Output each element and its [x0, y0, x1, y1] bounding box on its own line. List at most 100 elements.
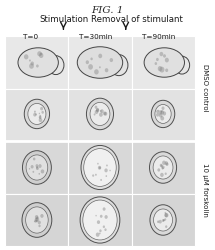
Circle shape	[100, 179, 102, 181]
Circle shape	[160, 164, 162, 167]
Circle shape	[36, 220, 38, 222]
Circle shape	[160, 110, 164, 114]
Circle shape	[166, 162, 169, 166]
Circle shape	[164, 212, 166, 214]
Circle shape	[163, 111, 166, 116]
Ellipse shape	[18, 48, 58, 77]
Circle shape	[163, 54, 166, 58]
Circle shape	[153, 156, 173, 179]
Circle shape	[24, 54, 28, 60]
Circle shape	[98, 54, 102, 58]
Circle shape	[35, 215, 38, 219]
Circle shape	[40, 107, 43, 110]
Bar	[132, 36, 195, 89]
Circle shape	[41, 169, 44, 173]
Circle shape	[165, 225, 167, 228]
Circle shape	[165, 213, 169, 218]
Circle shape	[26, 155, 48, 180]
Circle shape	[165, 68, 168, 72]
Circle shape	[104, 228, 107, 231]
Circle shape	[83, 200, 117, 240]
Circle shape	[160, 52, 163, 56]
Circle shape	[100, 109, 104, 113]
Circle shape	[33, 113, 36, 116]
Circle shape	[159, 67, 164, 72]
Circle shape	[99, 229, 102, 232]
Circle shape	[158, 110, 162, 114]
Circle shape	[39, 116, 41, 119]
Circle shape	[29, 168, 30, 170]
Circle shape	[37, 51, 42, 56]
Bar	[68, 89, 132, 141]
Circle shape	[154, 209, 172, 231]
Circle shape	[33, 158, 35, 160]
Bar	[5, 141, 68, 194]
Circle shape	[84, 148, 116, 186]
Circle shape	[159, 220, 162, 224]
Text: T=0: T=0	[23, 34, 38, 40]
Text: T=30min: T=30min	[79, 34, 112, 40]
Circle shape	[158, 66, 162, 71]
Circle shape	[29, 60, 31, 62]
Circle shape	[31, 165, 34, 168]
Circle shape	[34, 110, 36, 113]
Circle shape	[35, 114, 37, 116]
Circle shape	[96, 108, 99, 112]
Circle shape	[156, 110, 159, 113]
Text: T=90min: T=90min	[143, 34, 176, 40]
Circle shape	[157, 168, 160, 172]
Circle shape	[151, 100, 175, 128]
Circle shape	[104, 168, 108, 172]
Circle shape	[104, 215, 108, 219]
Circle shape	[163, 220, 164, 222]
Bar	[5, 89, 68, 141]
Bar	[132, 141, 195, 194]
Circle shape	[110, 58, 113, 62]
Circle shape	[165, 172, 167, 175]
Circle shape	[95, 174, 97, 176]
Circle shape	[32, 171, 34, 173]
Circle shape	[162, 166, 165, 169]
Circle shape	[96, 232, 100, 237]
Circle shape	[35, 217, 39, 222]
Circle shape	[164, 218, 166, 221]
Bar	[68, 141, 132, 194]
Circle shape	[99, 232, 101, 234]
Circle shape	[80, 197, 120, 243]
Bar	[5, 194, 68, 246]
Circle shape	[38, 221, 41, 224]
Circle shape	[106, 175, 107, 177]
Circle shape	[92, 174, 94, 177]
Circle shape	[31, 62, 34, 66]
Circle shape	[86, 98, 114, 130]
Circle shape	[90, 102, 110, 126]
Circle shape	[35, 218, 38, 222]
Circle shape	[40, 214, 44, 218]
Circle shape	[100, 110, 102, 112]
Circle shape	[159, 113, 163, 117]
Circle shape	[99, 112, 103, 117]
Text: Removal of stimulant: Removal of stimulant	[91, 16, 183, 24]
Circle shape	[38, 173, 40, 175]
Text: 10 μM forskolin: 10 μM forskolin	[202, 163, 208, 217]
Circle shape	[98, 166, 101, 170]
Circle shape	[164, 213, 168, 217]
Circle shape	[48, 56, 64, 74]
Circle shape	[155, 62, 157, 65]
Circle shape	[97, 163, 99, 164]
Bar	[132, 89, 195, 141]
Circle shape	[94, 113, 95, 116]
Circle shape	[162, 219, 164, 222]
Circle shape	[106, 164, 108, 166]
Circle shape	[35, 220, 37, 223]
Circle shape	[40, 52, 42, 55]
Circle shape	[149, 152, 177, 183]
Circle shape	[36, 216, 38, 219]
Circle shape	[97, 220, 100, 224]
Ellipse shape	[144, 48, 184, 77]
Circle shape	[103, 207, 106, 211]
Circle shape	[90, 58, 93, 60]
Circle shape	[39, 118, 42, 122]
Circle shape	[156, 58, 159, 61]
Circle shape	[34, 220, 35, 222]
